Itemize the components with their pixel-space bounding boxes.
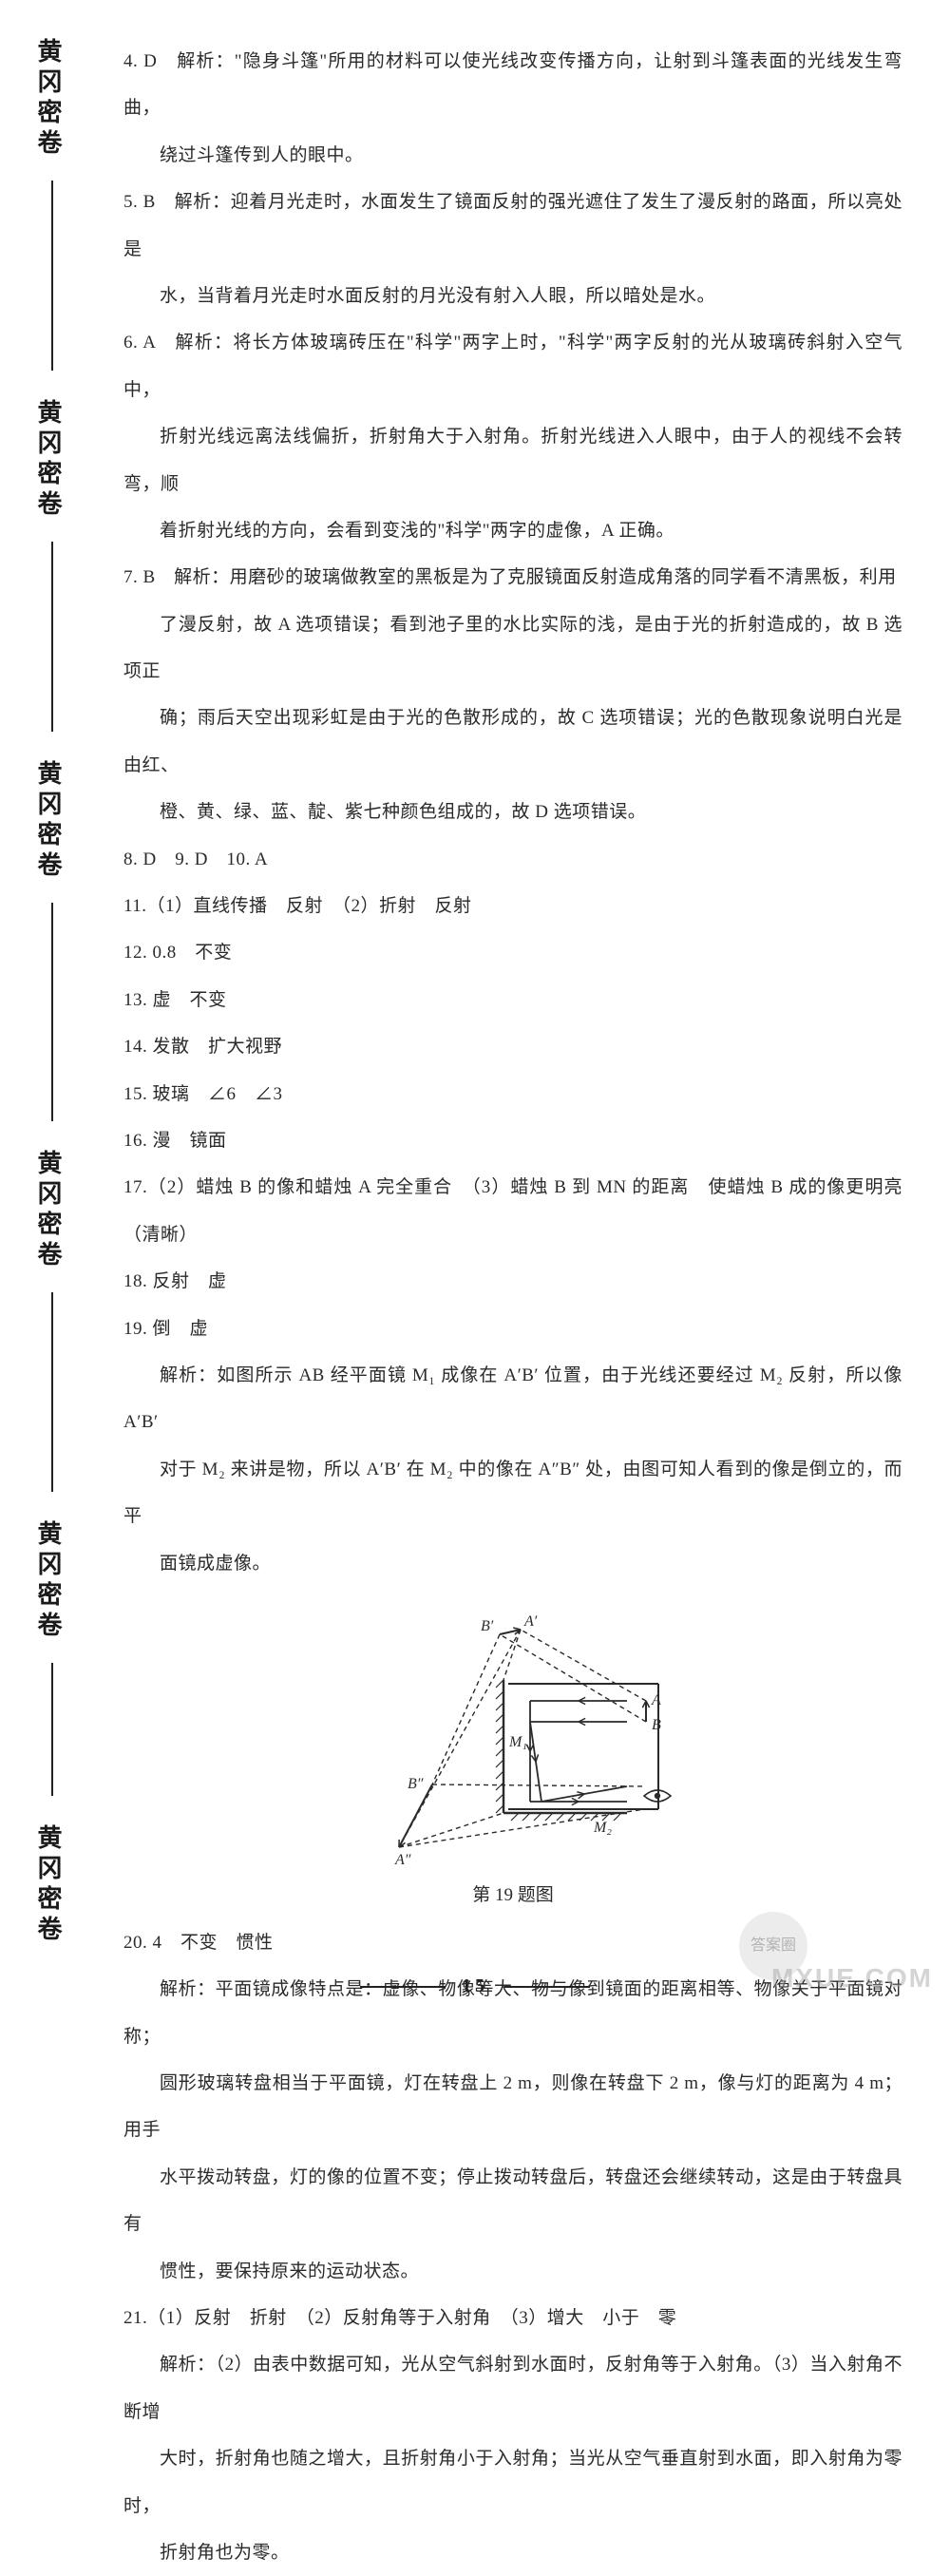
margin-label-5: 黄冈密卷 [30, 1520, 66, 1642]
margin-rule-1 [51, 181, 53, 371]
svg-text:M₂: M₂ [593, 1820, 612, 1836]
q6-line3: 着折射光线的方向，会看到变浅的"科学"两字的虚像，A 正确。 [124, 507, 902, 554]
q8-10: 8. D 9. D 10. A [124, 836, 902, 883]
q7-line1: 7. B 解析：用磨砂的玻璃做教室的黑板是为了克服镜面反射造成角落的同学看不清黑… [124, 554, 902, 601]
q5-line2: 水，当背着月光走时水面反射的月光没有射入人眼，所以暗处是水。 [124, 273, 902, 319]
q12: 12. 0.8 不变 [124, 929, 902, 976]
watermark-text: MXUE.COM [771, 1963, 933, 1994]
q19-figure-caption: 第 19 题图 [124, 1880, 902, 1906]
svg-text:A′: A′ [523, 1613, 538, 1630]
q11: 11.（1）直线传播 反射 （2）折射 反射 [124, 883, 902, 929]
q19-exp3: 面镜成虚像。 [124, 1540, 902, 1587]
q7-line2: 了漫反射，故 A 选项错误；看到池子里的水比实际的浅，是由于光的折射造成的，故 … [124, 601, 902, 696]
svg-text:A: A [651, 1692, 661, 1708]
q16: 16. 漫 镜面 [124, 1117, 902, 1164]
q17: 17.（2）蜡烛 B 的像和蜡烛 A 完全重合 （3）蜡烛 B 到 MN 的距离… [124, 1164, 902, 1258]
q19-figure: AB A′ B′ A″ B″ M₁ M₂ [124, 1606, 902, 1877]
q19-exp2: 对于 M₂ 来讲是物，所以 A′B′ 在 M₂ 中的像在 A″B″ 处，由图可知… [124, 1446, 902, 1540]
margin-column: 黄冈密卷 黄冈密卷 黄冈密卷 黄冈密卷 黄冈密卷 黄冈密卷 [30, 0, 87, 2014]
svg-text:A″: A″ [394, 1852, 411, 1868]
margin-label-4: 黄冈密卷 [30, 1150, 66, 1271]
q14: 14. 发散 扩大视野 [124, 1023, 902, 1070]
q7-line4: 橙、黄、绿、蓝、靛、紫七种颜色组成的，故 D 选项错误。 [124, 789, 902, 835]
q6-line2: 折射光线远离法线偏折，折射角大于入射角。折射光线进入人眼中，由于人的视线不会转弯… [124, 413, 902, 507]
q20-exp4: 惯性，要保持原来的运动状态。 [124, 2248, 902, 2295]
q19-exp1: 解析：如图所示 AB 经平面镜 M₁ 成像在 A′B′ 位置，由于光线还要经过 … [124, 1352, 902, 1446]
margin-label-6: 黄冈密卷 [30, 1824, 66, 1946]
q4-line1: 4. D 解析："隐身斗篷"所用的材料可以使光线改变传播方向，让射到斗篷表面的光… [124, 38, 902, 132]
q18: 18. 反射 虚 [124, 1258, 902, 1305]
q6-line1: 6. A 解析：将长方体玻璃砖压在"科学"两字上时，"科学"两字反射的光从玻璃砖… [124, 319, 902, 413]
q20-exp3: 水平拨动转盘，灯的像的位置不变；停止拨动转盘后，转盘还会继续转动，这是由于转盘具… [124, 2154, 902, 2248]
svg-text:B: B [652, 1717, 661, 1733]
margin-rule-3 [51, 903, 53, 1121]
margin-label-2: 黄冈密卷 [30, 399, 66, 521]
svg-text:B′: B′ [481, 1618, 494, 1634]
q21-exp2: 大时，折射角也随之增大，且折射角小于入射角；当光从空气垂直射到水面，即入射角为零… [124, 2435, 902, 2529]
q21-exp1: 解析：（2）由表中数据可知，光从空气斜射到水面时，反射角等于入射角。（3）当入射… [124, 2341, 902, 2435]
q15: 15. 玻璃 ∠6 ∠3 [124, 1071, 902, 1117]
q21: 21.（1）反射 折射 （2）反射角等于入射角 （3）增大 小于 零 [124, 2295, 902, 2341]
q13: 13. 虚 不变 [124, 977, 902, 1023]
svg-text:M₁: M₁ [508, 1734, 527, 1750]
page-content: 4. D 解析："隐身斗篷"所用的材料可以使光线改变传播方向，让射到斗篷表面的光… [124, 38, 902, 2576]
q4-line2: 绕过斗篷传到人的眼中。 [124, 132, 902, 179]
q20-exp2: 圆形玻璃转盘相当于平面镜，灯在转盘上 2 m，则像在转盘下 2 m，像与灯的距离… [124, 2060, 902, 2154]
margin-rule-2 [51, 542, 53, 732]
q19-diagram-svg: AB A′ B′ A″ B″ M₁ M₂ [342, 1606, 684, 1872]
svg-text:B″: B″ [408, 1776, 424, 1792]
margin-rule-5 [51, 1663, 53, 1796]
page-num-value: 15 [462, 1975, 488, 1996]
page-num-rule-left [360, 1986, 446, 1988]
margin-label-3: 黄冈密卷 [30, 760, 66, 882]
margin-label-1: 黄冈密卷 [30, 38, 66, 160]
margin-rule-4 [51, 1292, 53, 1492]
q7-line3: 确；雨后天空出现彩虹是由于光的色散形成的，故 C 选项错误；光的色散现象说明白光… [124, 695, 902, 789]
q21-exp3: 折射角也为零。 [124, 2529, 902, 2576]
page-num-rule-right [504, 1986, 590, 1988]
q19: 19. 倒 虚 [124, 1306, 902, 1352]
q5-line1: 5. B 解析：迎着月光走时，水面发生了镜面反射的强光遮住了发生了漫反射的路面，… [124, 179, 902, 273]
